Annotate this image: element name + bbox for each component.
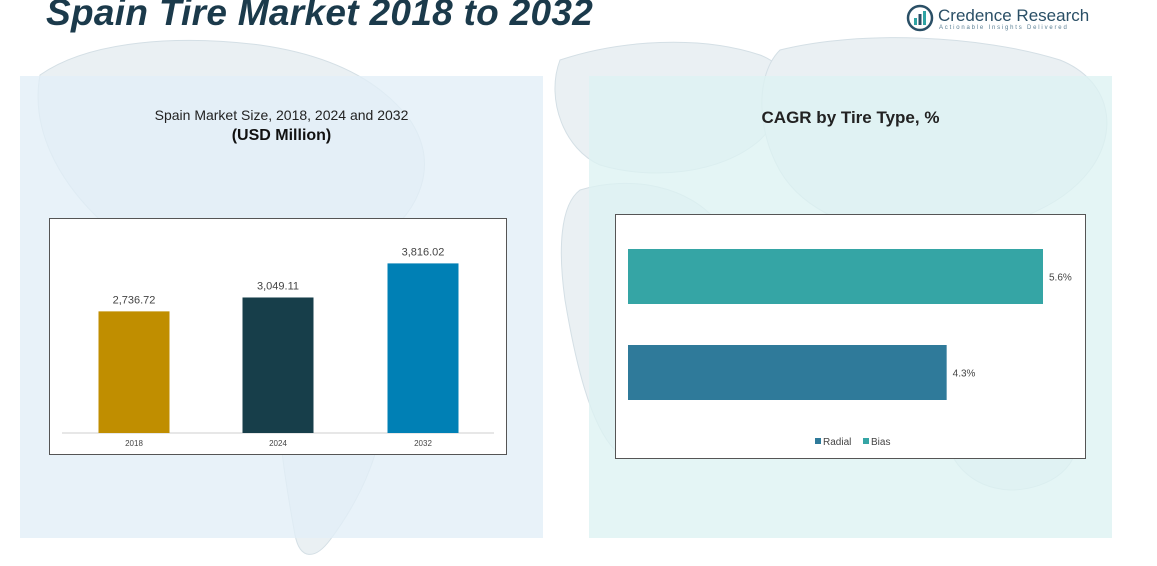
bar-2024 (242, 297, 314, 433)
category-label-2018: 2018 (125, 439, 143, 448)
bar-radial (628, 345, 947, 400)
market-size-subtitle: Spain Market Size, 2018, 2024 and 2032 (154, 107, 409, 123)
market-size-unit: (USD Million) (231, 127, 332, 144)
credence-research-logo: Credence Research Actionable Insights De… (906, 4, 1096, 36)
legend: Radial Bias (815, 437, 890, 448)
logo-name: Credence Research (938, 6, 1090, 25)
bar-bias (628, 249, 1043, 304)
legend-label-bias: Bias (871, 437, 890, 448)
value-label-bias: 5.6% (1049, 273, 1072, 284)
logo-icon (906, 4, 934, 32)
value-label-radial: 4.3% (953, 369, 976, 380)
cagr-chart: 5.6% 4.3% Radial Bias (615, 214, 1086, 459)
page-title: Spain Tire Market 2018 to 2032 (46, 0, 594, 33)
market-size-chart: 2,736.72 2018 3,049.11 2024 3,816.02 2032 (49, 218, 507, 455)
legend-swatch-bias (863, 438, 869, 444)
category-label-2024: 2024 (269, 439, 287, 448)
category-label-2032: 2032 (414, 439, 432, 448)
legend-label-radial: Radial (823, 437, 851, 448)
cagr-title: CAGR by Tire Type, % (761, 108, 940, 127)
legend-swatch-radial (815, 438, 821, 444)
market-size-bar-chart: 2,736.72 2018 3,049.11 2024 3,816.02 2032 (62, 246, 494, 448)
value-label-2024: 3,049.11 (257, 280, 299, 292)
bar-2018 (98, 311, 170, 433)
cagr-bar-chart: 5.6% 4.3% Radial Bias (628, 249, 1072, 448)
bar-2032 (387, 263, 459, 433)
logo-tagline: Actionable Insights Delivered (939, 25, 1069, 31)
value-label-2018: 2,736.72 (113, 294, 156, 306)
value-label-2032: 3,816.02 (402, 246, 445, 258)
